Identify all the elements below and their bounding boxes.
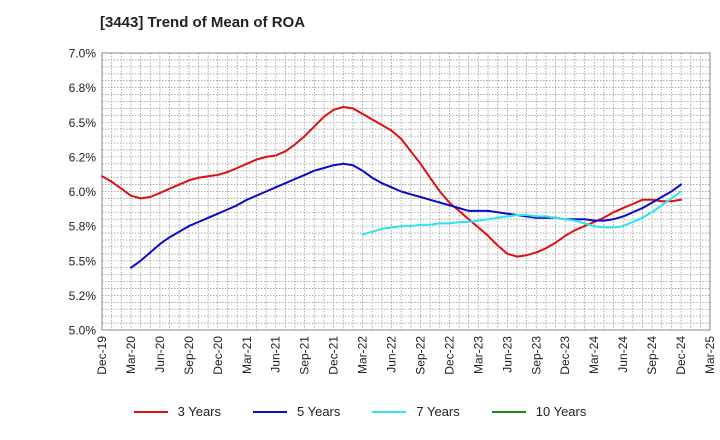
legend: 3 Years 5 Years 7 Years 10 Years: [0, 404, 720, 419]
x-tick-label: Dec-23: [558, 336, 572, 375]
series-line-3-years: [101, 106, 682, 258]
y-tick-label: 6.8%: [69, 81, 97, 95]
x-tick-label: Dec-21: [327, 336, 341, 375]
legend-item: 5 Years: [253, 404, 340, 419]
y-tick-label: 6.2%: [69, 150, 97, 164]
legend-swatch: [133, 410, 168, 413]
legend-item: 10 Years: [491, 404, 587, 419]
x-tick-label: Dec-22: [442, 336, 456, 375]
x-tick-label: Dec-20: [211, 336, 225, 375]
x-tick-label: Jun-20: [153, 336, 167, 373]
x-tick-label: Mar-21: [240, 336, 254, 374]
x-tick-label: Mar-25: [703, 336, 717, 374]
legend-item: 3 Years: [133, 404, 221, 419]
x-tick-label: Sep-20: [182, 336, 196, 375]
x-tick-label: Mar-23: [471, 336, 485, 374]
y-tick-label: 6.5%: [69, 116, 97, 130]
x-tick-label: Mar-24: [587, 336, 601, 374]
x-tick-label: Mar-20: [124, 336, 138, 374]
x-tick-label: Sep-21: [298, 336, 312, 375]
y-tick-label: 5.0%: [69, 324, 97, 338]
x-tick-label: Jun-23: [500, 336, 514, 373]
x-tick-label: Dec-24: [674, 336, 688, 375]
chart-title: [3443] Trend of Mean of ROA: [100, 14, 306, 31]
plot-area: 5.0% 5.2% 5.5% 5.8% 6.0% 6.2% 6.5% 6.8% 7.0% Dec-…: [69, 47, 717, 375]
x-tick-label: Mar-22: [356, 336, 370, 374]
y-tick-label: 5.5%: [69, 254, 97, 268]
x-tick-label: Sep-22: [413, 336, 427, 375]
x-tick-label: Jun-21: [269, 336, 283, 373]
x-tick-label: Jun-22: [385, 336, 399, 373]
y-tick-label: 5.2%: [69, 289, 97, 303]
x-tick-label: Sep-23: [529, 336, 543, 375]
legend-label: 10 Years: [535, 404, 587, 419]
plot-frame: [101, 52, 711, 331]
series-line-7-years: [361, 190, 682, 236]
y-tick-label: 7.0%: [69, 47, 97, 61]
legend-swatch: [253, 410, 287, 413]
x-tick-label: Sep-24: [645, 336, 659, 375]
y-tick-label: 5.8%: [69, 220, 97, 234]
x-tick-label: Jun-24: [616, 336, 630, 373]
y-tick-label: 6.0%: [69, 185, 97, 199]
legend-label: 3 Years: [177, 404, 221, 419]
legend-label: 7 Years: [416, 404, 460, 419]
legend-label: 5 Years: [297, 404, 341, 419]
legend-swatch: [372, 410, 407, 413]
legend-item: 7 Years: [372, 404, 460, 419]
x-tick-label: Dec-19: [95, 336, 109, 375]
series-line-5-years: [130, 162, 682, 269]
legend-swatch: [491, 410, 526, 413]
